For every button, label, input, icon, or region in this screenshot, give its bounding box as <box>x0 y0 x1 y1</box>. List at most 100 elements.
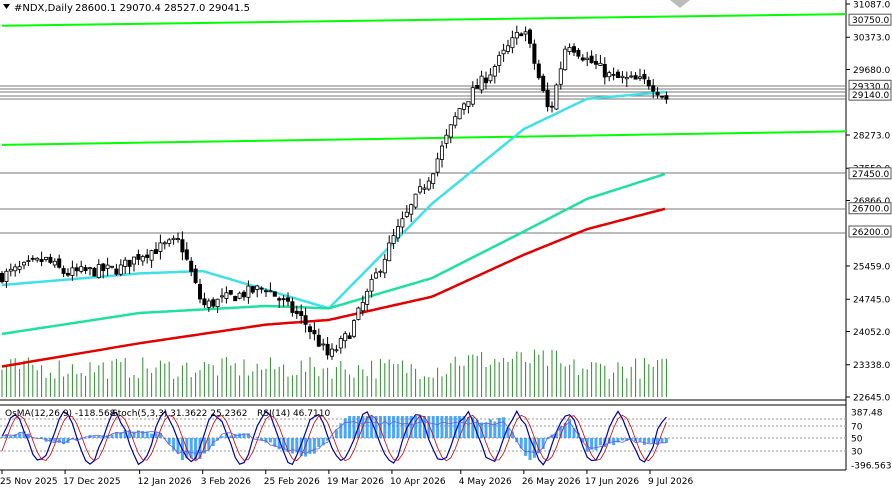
candle-body <box>246 285 251 298</box>
candle <box>510 30 515 54</box>
arrow-up-icon <box>670 0 690 8</box>
candle <box>123 257 128 274</box>
candle <box>325 336 330 360</box>
candle <box>61 265 66 278</box>
osma-bar <box>189 438 193 459</box>
osma-bar <box>642 438 646 445</box>
candle-body <box>536 63 541 79</box>
candle <box>277 296 282 308</box>
candle-body <box>422 187 427 190</box>
candle <box>607 70 612 82</box>
osma-bar <box>273 438 277 447</box>
osma-bar <box>141 430 145 438</box>
candle <box>347 332 352 339</box>
candle-body <box>250 286 255 293</box>
candle-body <box>598 62 603 66</box>
candle <box>395 218 400 243</box>
osma-bar <box>466 417 470 438</box>
candle <box>550 101 555 113</box>
osma-bar <box>9 435 13 438</box>
osma-bar <box>48 438 52 442</box>
osma-bar <box>581 438 585 443</box>
candle <box>136 249 141 266</box>
candle <box>651 79 656 99</box>
candle-body <box>215 298 220 307</box>
candle <box>21 261 26 270</box>
candle <box>219 288 224 303</box>
candle-body <box>140 256 145 262</box>
osma-bar <box>114 432 118 438</box>
trendlines[interactable] <box>1 13 847 146</box>
candle-body <box>61 268 66 274</box>
candle <box>246 280 251 304</box>
candle <box>307 323 312 340</box>
osma-bar <box>110 434 114 438</box>
osma-bar <box>0 437 4 438</box>
candle-body <box>131 256 136 265</box>
osma-bar <box>352 416 356 438</box>
candle-body <box>492 66 497 77</box>
candle <box>528 28 533 49</box>
osma-bar <box>444 416 448 438</box>
level-label: 29140.0 <box>852 91 889 101</box>
candle <box>202 292 207 308</box>
candle <box>536 59 541 80</box>
candle-body <box>114 268 119 275</box>
candle-body <box>290 301 295 313</box>
candle-body <box>558 68 563 85</box>
candle <box>13 263 18 277</box>
osma-bar <box>4 433 8 438</box>
candle <box>211 297 216 309</box>
candle-body <box>136 254 141 260</box>
candle <box>523 26 528 42</box>
time-tick-label: 10 Apr 2026 <box>390 477 446 487</box>
candle <box>224 286 229 304</box>
candle-body <box>299 311 304 316</box>
candle-body <box>378 270 383 273</box>
indicator-axis: 387.48 70 50 30 -396.563 <box>851 409 891 472</box>
candle <box>30 255 35 262</box>
price-axis[interactable]: 31087.030373.029680.028273.027559.026866… <box>846 1 890 404</box>
candle-body <box>149 250 154 261</box>
candle <box>417 178 422 195</box>
indicator-tick-label: 70 <box>851 423 863 433</box>
osma-bar <box>528 438 532 460</box>
osma-bar <box>471 417 475 438</box>
moving-averages <box>1 90 666 368</box>
candle <box>272 291 277 297</box>
candle <box>413 193 418 210</box>
candle <box>149 249 154 268</box>
candle-body <box>219 295 224 298</box>
candle <box>110 265 115 269</box>
candle <box>101 262 106 279</box>
candle-body <box>483 77 488 84</box>
candle-body <box>316 334 321 347</box>
stoch-readout: Stoch(5,3,3) 31.3622 25.2362 <box>112 409 247 419</box>
rsi-line <box>1 420 667 455</box>
candle <box>131 256 136 272</box>
candle <box>409 203 414 223</box>
candle <box>532 39 537 70</box>
candle <box>237 291 242 300</box>
candles[interactable] <box>0 25 669 360</box>
stoch-main-line <box>1 409 667 466</box>
candle <box>184 242 189 261</box>
osma-bar <box>387 416 391 438</box>
osma-bar <box>440 416 444 438</box>
osma-bar <box>158 433 162 438</box>
candle <box>435 152 440 177</box>
candle-body <box>545 89 550 108</box>
candle-body <box>629 75 634 78</box>
osma-bar <box>321 438 325 446</box>
osma-bar <box>128 430 132 438</box>
osma-bar <box>44 438 48 442</box>
candle-body <box>409 204 414 215</box>
candle <box>545 82 550 112</box>
candle-body <box>351 320 356 337</box>
osma-bar <box>233 434 237 438</box>
candle <box>479 70 484 94</box>
symbol-label: #NDX,Daily <box>14 3 73 14</box>
osma-bar <box>497 417 501 438</box>
time-axis[interactable]: 25 Nov 2025 17 Dec 2025 12 Jan 2026 3 Feb 2… <box>0 470 693 487</box>
